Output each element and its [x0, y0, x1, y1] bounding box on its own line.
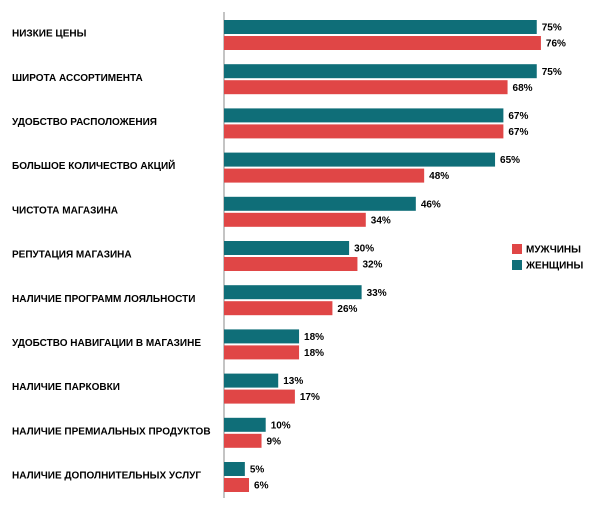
bar: [224, 241, 350, 255]
value-label: 32%: [362, 260, 382, 271]
value-label: 75%: [542, 67, 562, 78]
category-label: ШИРОТА АССОРТИМЕНТА: [12, 73, 143, 84]
value-label: 5%: [250, 465, 265, 476]
bar: [224, 329, 300, 344]
value-label: 18%: [304, 332, 324, 343]
value-label: 18%: [304, 348, 324, 359]
bar: [224, 64, 537, 79]
bar: [224, 417, 266, 432]
category-label: НАЛИЧИЕ ДОПОЛНИТЕЛЬНЫХ УСЛУГ: [12, 471, 201, 482]
bar: [224, 301, 333, 316]
bar: [224, 257, 358, 271]
value-label: 10%: [271, 420, 291, 431]
value-label: 67%: [508, 127, 528, 138]
category-label: НАЛИЧИЕ ПРОГРАММ ЛОЯЛЬНОСТИ: [12, 294, 195, 305]
bar: [224, 212, 366, 227]
value-label: 26%: [337, 304, 357, 315]
value-label: 9%: [267, 436, 282, 447]
category-label: РЕПУТАЦИЯ МАГАЗИНА: [12, 250, 132, 261]
legend-swatch: [512, 260, 522, 270]
bar: [224, 20, 537, 34]
category-label: НАЛИЧИЕ ПАРКОВКИ: [12, 382, 120, 393]
bar: [224, 36, 541, 50]
bar: [224, 462, 245, 476]
value-label: 17%: [300, 392, 320, 403]
category-label: НИЗКИЕ ЦЕНЫ: [12, 29, 87, 40]
value-label: 67%: [508, 111, 528, 122]
legend-label: ЖЕНЩИНЫ: [525, 261, 584, 272]
bar: [224, 152, 496, 167]
bar: [224, 196, 416, 211]
value-label: 75%: [542, 23, 562, 34]
value-label: 48%: [429, 171, 449, 182]
bar: [224, 389, 295, 404]
bar: [224, 80, 508, 95]
value-label: 6%: [254, 481, 269, 492]
value-label: 65%: [500, 155, 520, 166]
bar: [224, 108, 504, 123]
bar: [224, 433, 262, 448]
bar: [224, 478, 250, 492]
category-label: НАЛИЧИЕ ПРЕМИАЛЬНЫХ ПРОДУКТОВ: [12, 426, 211, 437]
legend-swatch: [512, 244, 522, 254]
category-label: БОЛЬШОЕ КОЛИЧЕСТВО АКЦИЙ: [12, 159, 175, 172]
category-label: ЧИСТОТА МАГАЗИНА: [12, 205, 118, 216]
bar: [224, 373, 279, 388]
legend-label: МУЖЧИНЫ: [526, 245, 581, 256]
value-label: 13%: [283, 376, 303, 387]
bar: [224, 345, 300, 360]
bar: [224, 168, 425, 183]
value-label: 33%: [367, 288, 387, 299]
value-label: 76%: [546, 39, 566, 50]
bar: [224, 285, 362, 300]
category-label: УДОБСТВО РАСПОЛОЖЕНИЯ: [12, 117, 157, 128]
value-label: 68%: [513, 83, 533, 94]
category-label: УДОБСТВО НАВИГАЦИИ В МАГАЗИНЕ: [12, 338, 201, 349]
value-label: 34%: [371, 215, 391, 226]
value-label: 46%: [421, 199, 441, 210]
value-label: 30%: [354, 244, 374, 255]
bar: [224, 124, 504, 139]
